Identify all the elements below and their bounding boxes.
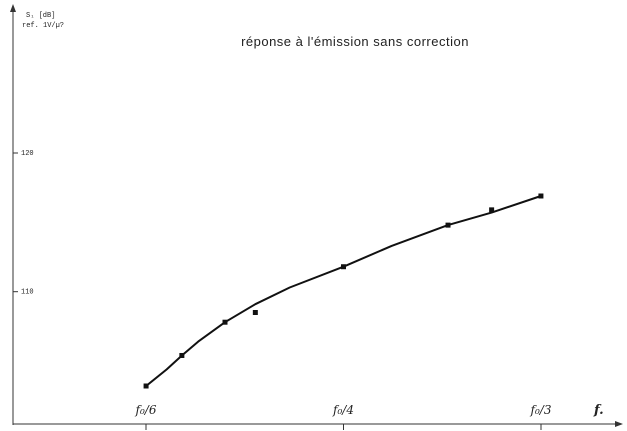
y-axis-arrow-icon <box>10 4 16 12</box>
data-point-7 <box>538 193 544 199</box>
data-markers <box>143 193 544 389</box>
y-tick-label-0: 120 <box>21 150 34 158</box>
y-ticks: 120 110 <box>13 150 34 297</box>
data-point-4 <box>341 264 346 270</box>
data-point-2 <box>222 319 228 325</box>
chart-title: réponse à l'émission sans correction <box>241 34 469 49</box>
y-tick-label-1: 110 <box>21 289 34 297</box>
x-axis-arrow-icon <box>615 421 623 427</box>
x-tick-label-0: f₀/6 <box>135 403 157 417</box>
y-axis-label-line-2: ref. 1V/µ? <box>22 22 64 30</box>
data-point-5 <box>445 222 451 228</box>
series-line <box>145 195 542 387</box>
x-axis-label: f. <box>593 403 604 418</box>
x-ticks: f₀/6 f₀/4 f₀/3 <box>135 403 552 430</box>
x-tick-label-1: f₀/4 <box>332 403 354 417</box>
data-point-1 <box>179 352 185 358</box>
data-point-6 <box>489 207 495 213</box>
data-point-0 <box>143 383 149 389</box>
data-point-3 <box>252 309 258 315</box>
y-axis-label-line-1: S₁ [dB] <box>26 12 55 20</box>
x-tick-label-2: f₀/3 <box>530 403 552 417</box>
